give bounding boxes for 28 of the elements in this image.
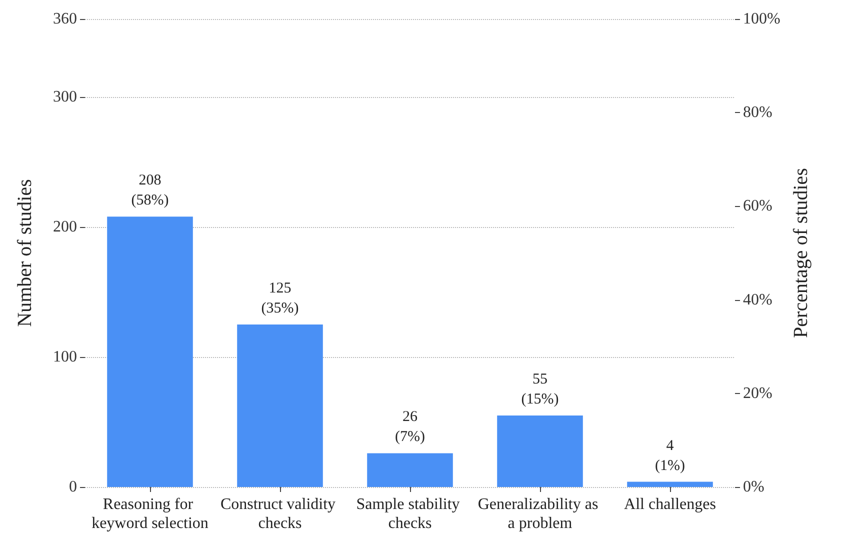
y-tick-label: 100: [53, 348, 77, 366]
bar: [237, 324, 323, 487]
data-label: 125 (35%): [261, 280, 299, 316]
data-label: 208 (58%): [131, 172, 169, 209]
y2-tick-label: 80%: [743, 104, 772, 122]
y2-tick-label: 100%: [743, 10, 780, 28]
x-tick-label: Sample stability checks: [356, 496, 464, 532]
x-tick-label: Reasoning for keyword selection: [92, 496, 208, 532]
y2-tick-label: 40%: [743, 291, 772, 308]
y2-axis-title: Percentage of studies: [790, 168, 812, 338]
x-tick-label: Generalizability as a problem: [478, 496, 602, 532]
y-axis-title: Number of studies: [14, 178, 36, 327]
y2-tick-label: 0%: [743, 478, 764, 496]
data-label: 4 (1%): [655, 438, 685, 474]
y-tick-label: 300: [53, 88, 77, 106]
y2-tick-label: 20%: [743, 384, 772, 402]
bar: [107, 216, 193, 487]
y-tick-label: 360: [53, 10, 77, 28]
data-label: 55 (15%): [521, 372, 559, 408]
bar: [367, 453, 453, 487]
y2-tick-label: 60%: [743, 198, 772, 215]
bar: [497, 416, 583, 487]
bar: [627, 482, 713, 487]
y-tick-label: 0: [69, 478, 77, 496]
x-tick-label: All challenges: [624, 496, 716, 513]
data-label: 26 (7%): [395, 409, 425, 446]
x-tick-label: Construct validity checks: [220, 496, 340, 532]
y-tick-label: 200: [53, 218, 77, 236]
